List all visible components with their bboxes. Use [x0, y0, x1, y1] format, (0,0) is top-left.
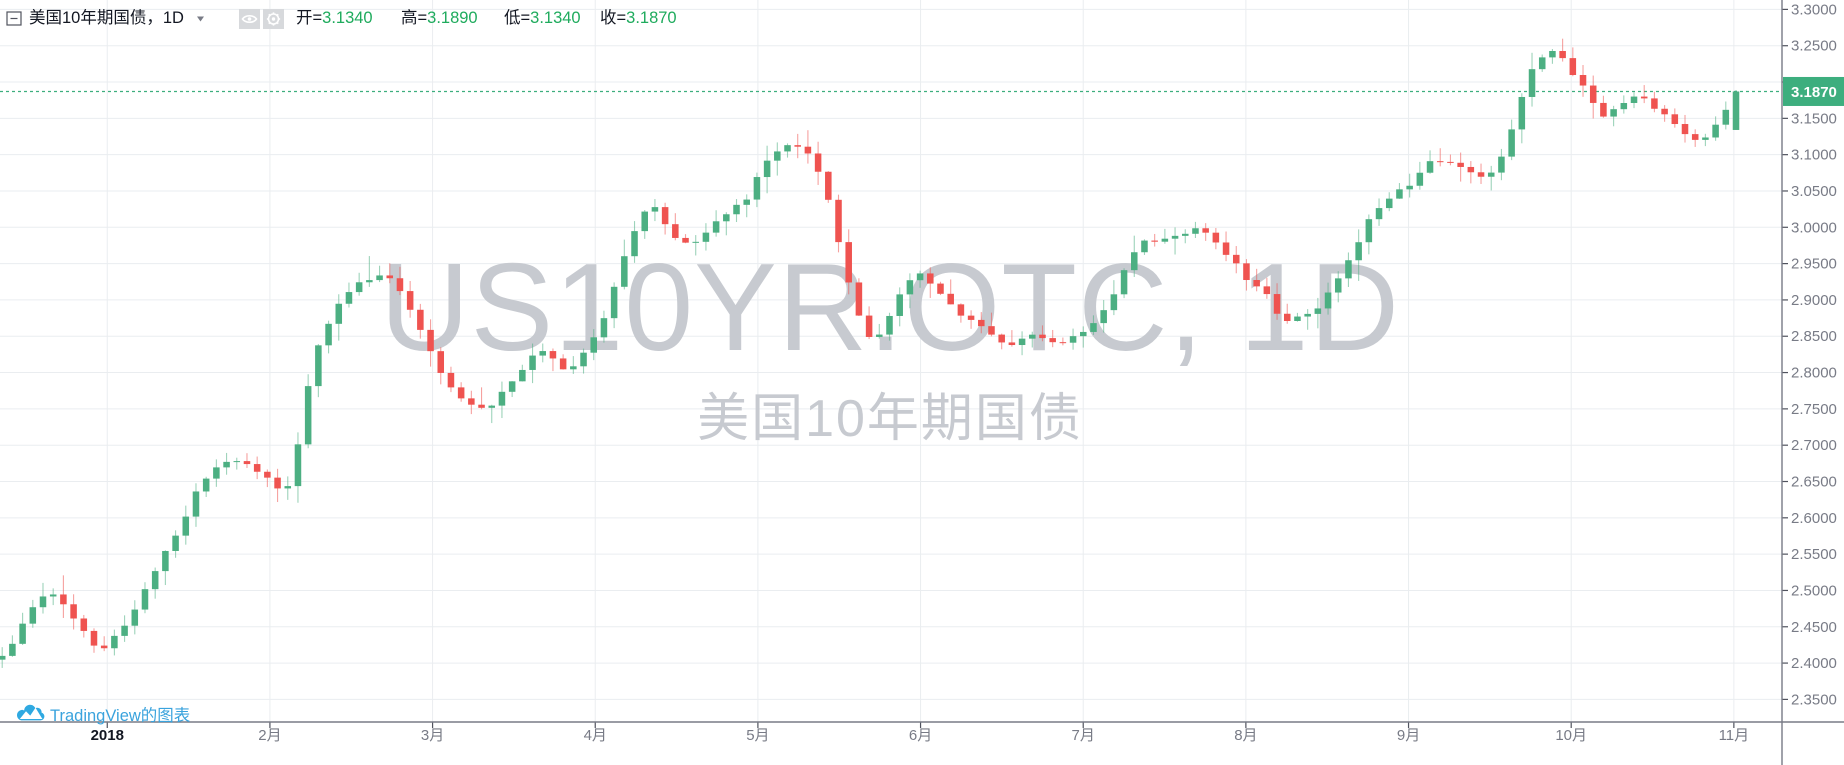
svg-text:3.0000: 3.0000: [1791, 219, 1837, 236]
svg-text:美国10年期国债，1D: 美国10年期国债，1D: [29, 8, 184, 27]
svg-text:2.6000: 2.6000: [1791, 510, 1837, 527]
svg-text:4月: 4月: [584, 727, 607, 744]
svg-text:高=3.1890: 高=3.1890: [401, 8, 478, 27]
svg-text:3.0500: 3.0500: [1791, 183, 1837, 200]
svg-text:5月: 5月: [746, 727, 769, 744]
svg-text:2.5500: 2.5500: [1791, 546, 1837, 563]
svg-text:收=3.1870: 收=3.1870: [600, 8, 677, 27]
svg-text:2.9500: 2.9500: [1791, 256, 1837, 273]
svg-text:6月: 6月: [909, 727, 932, 744]
svg-text:2.4000: 2.4000: [1791, 655, 1837, 672]
svg-text:低=3.1340: 低=3.1340: [504, 8, 581, 27]
svg-text:10月: 10月: [1555, 727, 1587, 744]
svg-text:9月: 9月: [1397, 727, 1420, 744]
svg-text:11月: 11月: [1719, 727, 1750, 744]
svg-text:3月: 3月: [421, 727, 444, 744]
svg-text:2.7500: 2.7500: [1791, 401, 1837, 418]
svg-text:3.1870: 3.1870: [1791, 84, 1837, 101]
svg-text:2.6500: 2.6500: [1791, 474, 1837, 491]
svg-text:8月: 8月: [1234, 727, 1257, 744]
svg-text:3.1000: 3.1000: [1791, 147, 1837, 164]
svg-text:2.8500: 2.8500: [1791, 328, 1837, 345]
svg-text:2.3500: 2.3500: [1791, 691, 1837, 708]
svg-text:2.5000: 2.5000: [1791, 582, 1837, 599]
svg-text:2月: 2月: [258, 727, 281, 744]
svg-text:3.2500: 3.2500: [1791, 38, 1837, 55]
svg-text:2.7000: 2.7000: [1791, 437, 1837, 454]
svg-text:开=3.1340: 开=3.1340: [296, 9, 373, 27]
svg-text:2.8000: 2.8000: [1791, 365, 1837, 382]
svg-text:2.9000: 2.9000: [1791, 292, 1837, 309]
svg-text:2018: 2018: [91, 727, 124, 744]
svg-text:7月: 7月: [1072, 727, 1095, 744]
svg-text:3.1500: 3.1500: [1791, 110, 1837, 127]
svg-text:2.4500: 2.4500: [1791, 619, 1837, 636]
